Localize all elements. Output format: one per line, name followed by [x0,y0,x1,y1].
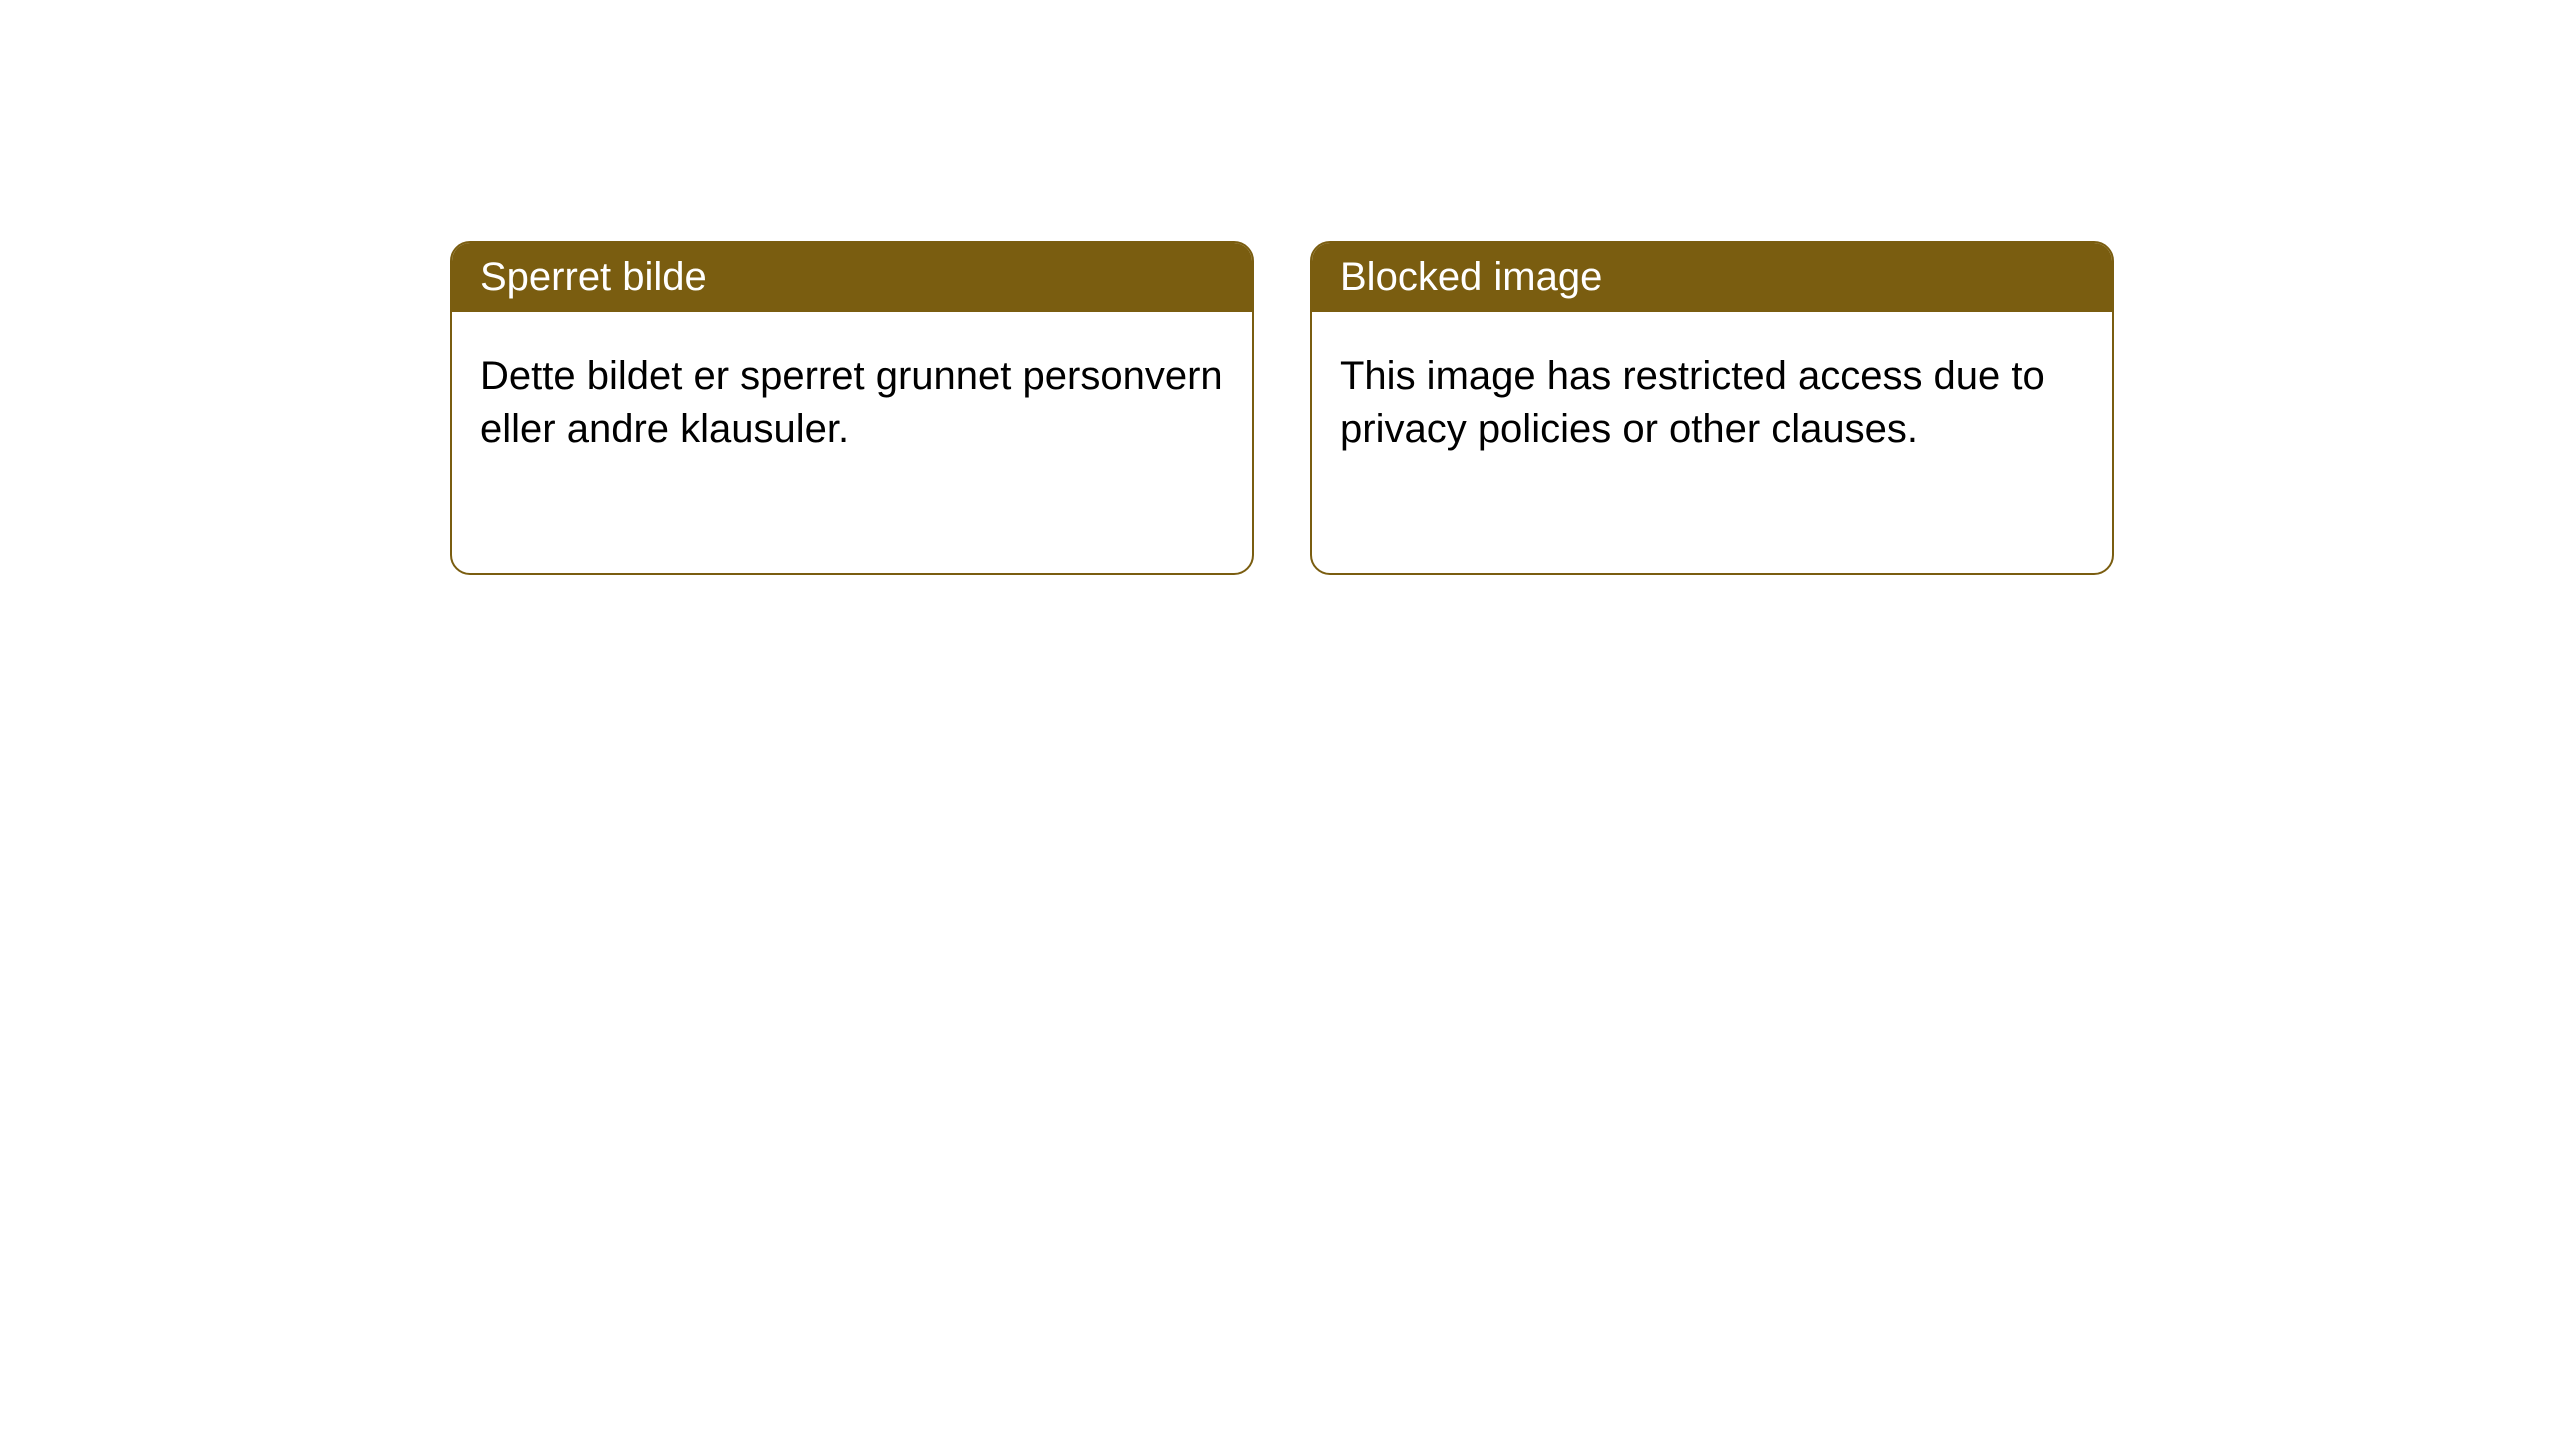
card-header: Blocked image [1312,243,2112,312]
notice-card-english: Blocked image This image has restricted … [1310,241,2114,575]
notice-card-norwegian: Sperret bilde Dette bildet er sperret gr… [450,241,1254,575]
card-body: This image has restricted access due to … [1312,312,2112,494]
notice-cards-container: Sperret bilde Dette bildet er sperret gr… [450,241,2114,575]
card-body: Dette bildet er sperret grunnet personve… [452,312,1252,494]
card-header: Sperret bilde [452,243,1252,312]
